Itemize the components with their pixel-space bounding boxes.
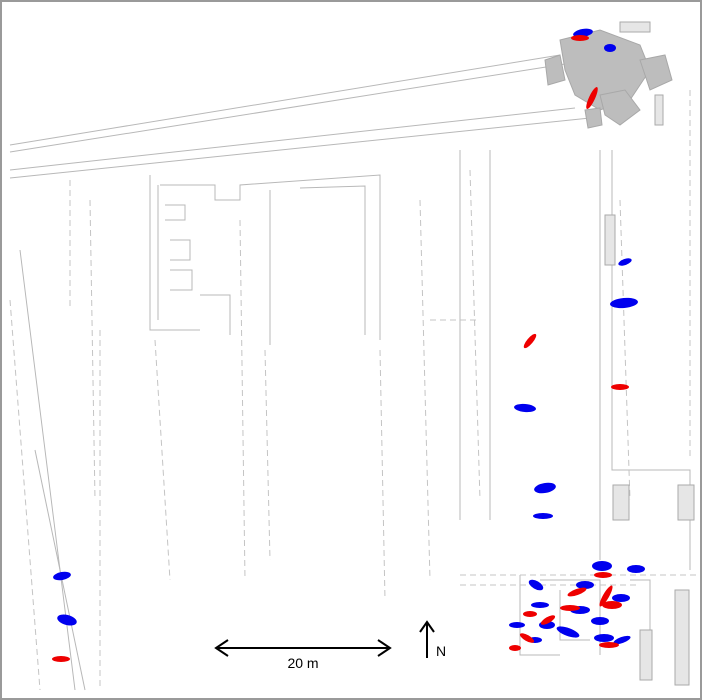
find-red — [571, 35, 589, 41]
hatched-wall — [678, 485, 694, 520]
hatched-wall — [655, 95, 663, 125]
rubble — [585, 108, 602, 128]
hatched-wall — [640, 630, 652, 680]
find-blue — [531, 602, 549, 608]
site-plan: 20 m N — [0, 0, 702, 700]
find-blue — [592, 561, 612, 571]
find-red — [611, 384, 629, 390]
hatched-wall — [605, 215, 615, 265]
find-red — [599, 642, 619, 648]
find-red — [52, 656, 70, 662]
find-blue — [627, 565, 645, 573]
find-red — [602, 601, 622, 609]
find-red — [509, 645, 521, 651]
find-blue — [591, 617, 609, 625]
hatched-wall — [675, 590, 689, 685]
hatched-wall — [620, 22, 650, 32]
find-blue — [533, 513, 553, 519]
find-blue — [612, 594, 630, 602]
find-red — [594, 572, 612, 578]
find-blue — [509, 622, 525, 628]
scale-label: 20 m — [287, 655, 318, 671]
find-red — [523, 611, 537, 617]
find-blue — [594, 634, 614, 642]
find-blue — [604, 44, 616, 52]
find-red — [560, 605, 580, 611]
page: 20 m N (() => { const data = JSON.parse(… — [0, 0, 702, 700]
hatched-wall — [613, 485, 629, 520]
north-label: N — [436, 643, 446, 659]
